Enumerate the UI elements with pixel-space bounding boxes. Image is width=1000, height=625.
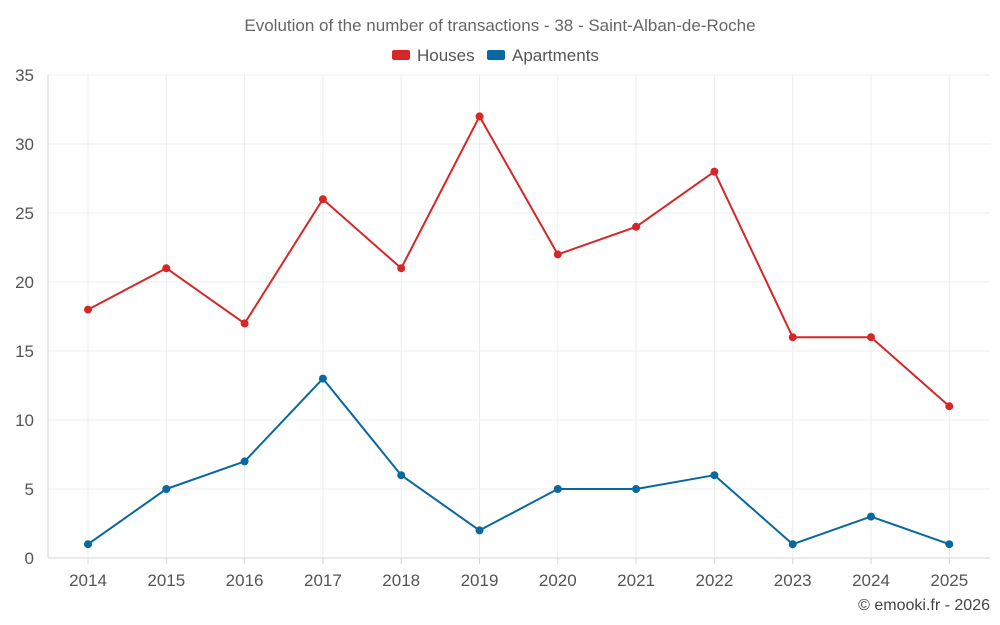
data-point-apartments[interactable] bbox=[397, 471, 406, 480]
credit-label: © emooki.fr - 2026 bbox=[858, 597, 990, 614]
x-tick-label: 2015 bbox=[147, 571, 185, 590]
x-tick-label: 2020 bbox=[539, 571, 577, 590]
series-layer bbox=[84, 112, 954, 549]
data-point-apartments[interactable] bbox=[788, 540, 797, 549]
x-tick-label: 2023 bbox=[774, 571, 812, 590]
data-point-houses[interactable] bbox=[162, 264, 171, 273]
y-axis: 0 5 10 15 20 25 30 35 bbox=[15, 66, 990, 568]
data-point-houses[interactable] bbox=[710, 167, 719, 176]
x-tick-label: 2025 bbox=[930, 571, 968, 590]
data-point-houses[interactable] bbox=[84, 305, 92, 314]
chart-title: Evolution of the number of transactions … bbox=[244, 16, 755, 35]
data-point-apartments[interactable] bbox=[632, 485, 641, 493]
series-houses bbox=[84, 112, 954, 411]
x-tick-label: 2016 bbox=[226, 571, 264, 590]
y-tick-label: 35 bbox=[15, 66, 34, 85]
y-tick-label: 0 bbox=[25, 549, 34, 568]
data-point-apartments[interactable] bbox=[553, 485, 562, 493]
x-tick-label: 2017 bbox=[304, 571, 342, 590]
x-tick-label: 2024 bbox=[852, 571, 890, 590]
data-point-apartments[interactable] bbox=[162, 485, 171, 493]
y-tick-label: 25 bbox=[15, 204, 34, 223]
y-tick-label: 30 bbox=[15, 135, 34, 154]
legend-item-houses[interactable]: Houses bbox=[392, 46, 475, 65]
data-point-apartments[interactable] bbox=[318, 374, 327, 383]
data-point-apartments[interactable] bbox=[867, 512, 875, 521]
data-point-apartments[interactable] bbox=[945, 540, 954, 549]
x-axis: 2014 2015 2016 2017 2018 2019 2020 2021 2022 2023… bbox=[69, 558, 968, 590]
data-point-apartments[interactable] bbox=[84, 540, 92, 549]
data-point-apartments[interactable] bbox=[240, 457, 249, 466]
legend: Houses Apartments bbox=[392, 46, 599, 65]
data-point-houses[interactable] bbox=[867, 333, 875, 342]
data-point-houses[interactable] bbox=[240, 319, 249, 328]
data-point-houses[interactable] bbox=[945, 402, 954, 411]
series-line-apartments bbox=[87, 377, 951, 546]
series-apartments bbox=[84, 374, 954, 549]
data-point-houses[interactable] bbox=[318, 195, 327, 204]
y-tick-label: 5 bbox=[25, 480, 34, 499]
y-tick-label: 15 bbox=[15, 342, 34, 361]
data-point-houses[interactable] bbox=[788, 333, 797, 342]
legend-label: Apartments bbox=[512, 46, 599, 65]
x-tick-label: 2014 bbox=[69, 571, 107, 590]
data-point-houses[interactable] bbox=[475, 112, 484, 121]
legend-swatch bbox=[392, 50, 410, 60]
data-point-apartments[interactable] bbox=[475, 526, 484, 535]
data-point-apartments[interactable] bbox=[710, 471, 719, 480]
y-tick-label: 20 bbox=[15, 273, 34, 292]
grid bbox=[48, 74, 990, 558]
x-tick-label: 2019 bbox=[461, 571, 499, 590]
x-tick-label: 2022 bbox=[695, 571, 733, 590]
series-line-houses bbox=[87, 115, 951, 408]
legend-item-apartments[interactable]: Apartments bbox=[487, 46, 599, 65]
data-point-houses[interactable] bbox=[397, 264, 406, 273]
y-tick-label: 10 bbox=[15, 411, 34, 430]
data-point-houses[interactable] bbox=[632, 222, 641, 231]
legend-swatch bbox=[487, 50, 505, 60]
x-tick-label: 2018 bbox=[382, 571, 420, 590]
x-tick-label: 2021 bbox=[617, 571, 655, 590]
data-point-houses[interactable] bbox=[553, 250, 562, 259]
legend-label: Houses bbox=[417, 46, 475, 65]
